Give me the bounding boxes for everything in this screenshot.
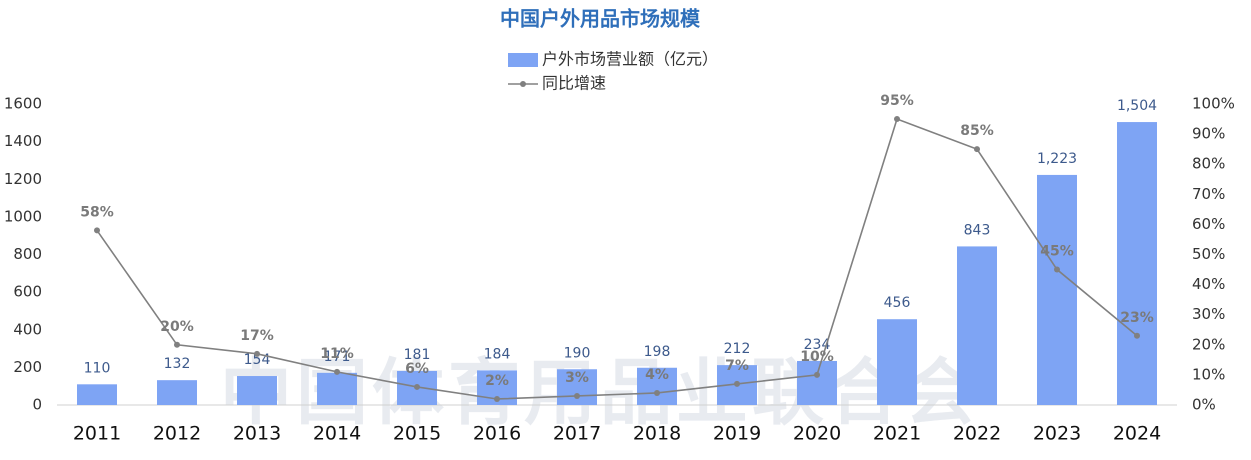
bar-value-label: 234 bbox=[804, 337, 831, 353]
line-value-label: 4% bbox=[645, 367, 669, 383]
line-value-label: 45% bbox=[1040, 244, 1074, 260]
y-tick-label: 1200 bbox=[4, 170, 42, 188]
bar bbox=[637, 367, 677, 405]
bar-value-label: 110 bbox=[84, 360, 111, 376]
y-tick-label: 800 bbox=[13, 245, 42, 263]
bar bbox=[557, 369, 597, 405]
bar-value-label: 1,504 bbox=[1117, 98, 1157, 114]
line-marker bbox=[654, 389, 660, 396]
line-value-label: 95% bbox=[880, 93, 914, 109]
y-tick-label: 1400 bbox=[4, 132, 42, 150]
x-tick-label: 2016 bbox=[473, 423, 521, 445]
bar bbox=[877, 319, 917, 405]
y2-tick-label: 30% bbox=[1192, 305, 1225, 323]
x-tick-label: 2012 bbox=[153, 423, 201, 445]
y-tick-label: 200 bbox=[13, 358, 42, 376]
x-tick-label: 2022 bbox=[953, 423, 1001, 445]
line-marker bbox=[494, 395, 500, 402]
legend-label: 同比增速 bbox=[542, 74, 606, 93]
bar bbox=[957, 246, 997, 405]
line-marker bbox=[414, 383, 420, 390]
bar-value-label: 171 bbox=[324, 349, 351, 365]
x-tick-label: 2015 bbox=[393, 423, 441, 445]
bar-value-label: 456 bbox=[884, 295, 911, 311]
line-value-label: 2% bbox=[485, 373, 509, 389]
bar-value-label: 181 bbox=[404, 347, 431, 363]
line-value-label: 23% bbox=[1120, 310, 1154, 326]
x-tick-label: 2024 bbox=[1113, 423, 1161, 445]
line-marker bbox=[974, 146, 980, 153]
bar bbox=[1117, 122, 1157, 405]
bar-value-label: 212 bbox=[724, 341, 751, 357]
line-marker bbox=[1054, 266, 1060, 273]
y2-tick-label: 40% bbox=[1192, 275, 1225, 293]
y2-tick-label: 50% bbox=[1192, 245, 1225, 263]
legend-swatch bbox=[520, 81, 526, 87]
y-tick-label: 0 bbox=[32, 396, 42, 414]
x-tick-label: 2018 bbox=[633, 423, 681, 445]
y2-tick-label: 100% bbox=[1192, 95, 1235, 113]
y-tick-label: 1600 bbox=[4, 95, 42, 113]
line-marker bbox=[94, 227, 100, 234]
x-tick-label: 2014 bbox=[313, 423, 361, 445]
y2-tick-label: 80% bbox=[1192, 155, 1225, 173]
bar bbox=[237, 376, 277, 405]
y2-tick-label: 90% bbox=[1192, 125, 1225, 143]
x-tick-label: 2011 bbox=[73, 423, 121, 445]
y-tick-label: 600 bbox=[13, 283, 42, 301]
line-marker bbox=[254, 350, 260, 357]
y2-tick-label: 0% bbox=[1192, 396, 1216, 414]
line-value-label: 11% bbox=[320, 346, 354, 362]
line-marker bbox=[574, 392, 580, 399]
x-tick-label: 2013 bbox=[233, 423, 281, 445]
bar-value-label: 843 bbox=[964, 222, 991, 238]
line-value-label: 85% bbox=[960, 123, 994, 139]
x-tick-label: 2023 bbox=[1033, 423, 1081, 445]
bar-value-label: 190 bbox=[564, 345, 591, 361]
bar-value-label: 1,223 bbox=[1037, 151, 1077, 167]
bar bbox=[77, 384, 117, 405]
line-value-label: 17% bbox=[240, 328, 274, 344]
line-value-label: 7% bbox=[725, 358, 749, 374]
line-marker bbox=[174, 341, 180, 348]
line-value-label: 58% bbox=[80, 204, 114, 220]
bar-value-label: 132 bbox=[164, 356, 191, 372]
legend-label: 户外市场营业额（亿元） bbox=[542, 50, 718, 69]
y2-tick-label: 60% bbox=[1192, 215, 1225, 233]
y2-tick-label: 10% bbox=[1192, 365, 1225, 383]
x-tick-label: 2020 bbox=[793, 423, 841, 445]
line-value-label: 6% bbox=[405, 361, 429, 377]
bar-value-label: 198 bbox=[644, 344, 671, 360]
line-marker bbox=[814, 371, 820, 378]
line-value-label: 20% bbox=[160, 319, 194, 335]
bar-value-label: 184 bbox=[484, 346, 511, 362]
bar bbox=[157, 380, 197, 405]
line bbox=[96, 118, 1138, 400]
legend-swatch bbox=[508, 53, 538, 67]
x-tick-label: 2019 bbox=[713, 423, 761, 445]
chart-title: 中国户外用品市场规模 bbox=[500, 7, 701, 31]
bar bbox=[797, 360, 837, 405]
line-value-label: 10% bbox=[800, 349, 834, 365]
x-tick-label: 2021 bbox=[873, 423, 921, 445]
y2-tick-label: 70% bbox=[1192, 185, 1225, 203]
line-marker bbox=[334, 368, 340, 375]
y-tick-label: 400 bbox=[13, 320, 42, 338]
line-marker bbox=[1134, 332, 1140, 339]
y-tick-label: 1000 bbox=[4, 207, 42, 225]
line-value-label: 3% bbox=[565, 370, 589, 386]
line-marker bbox=[894, 116, 900, 123]
line-marker bbox=[734, 380, 740, 387]
x-tick-label: 2017 bbox=[553, 423, 601, 445]
bar bbox=[1037, 174, 1077, 405]
bar bbox=[317, 372, 357, 405]
y2-tick-label: 20% bbox=[1192, 335, 1225, 353]
